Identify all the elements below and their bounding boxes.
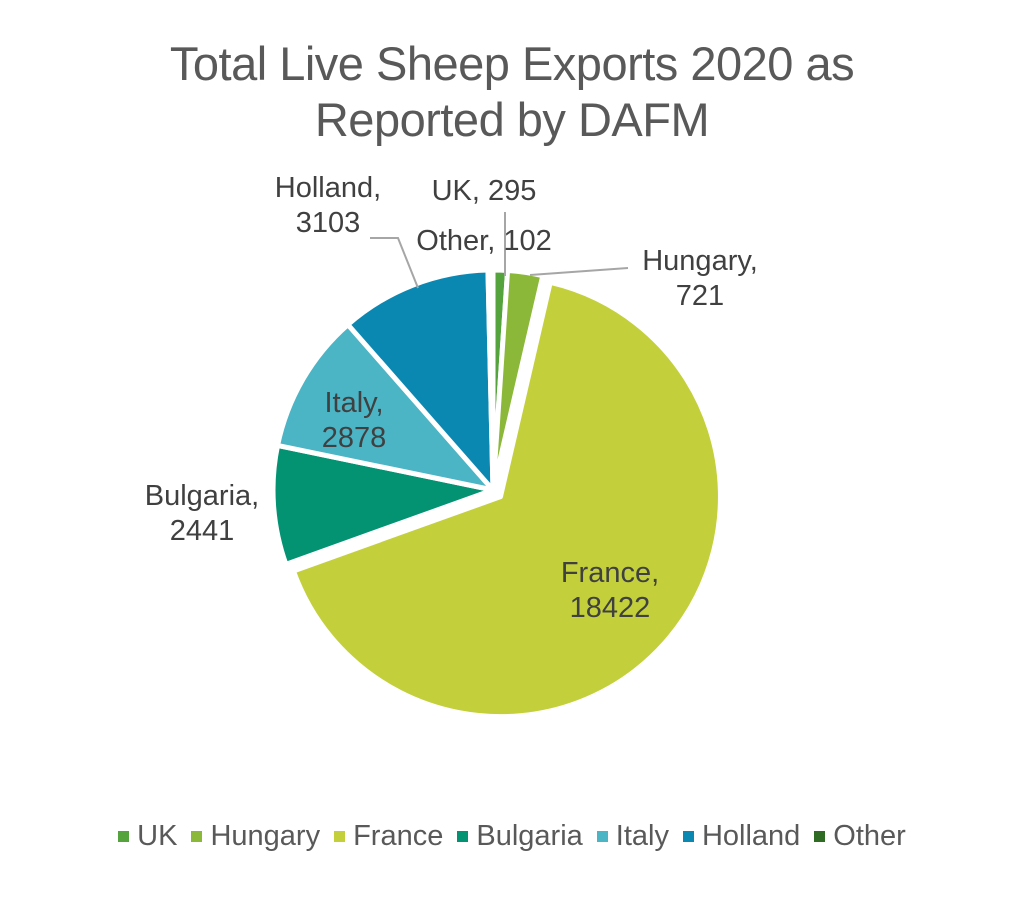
leader-line-hungary bbox=[529, 267, 629, 276]
pie-slices bbox=[270, 267, 723, 720]
legend-item-hungary: Hungary bbox=[191, 820, 320, 853]
legend-swatch-other bbox=[814, 831, 826, 842]
legend-swatch-uk bbox=[118, 831, 130, 842]
legend-item-uk: UK bbox=[118, 820, 177, 853]
legend-label-hungary: Hungary bbox=[210, 820, 321, 852]
legend-swatch-hungary bbox=[191, 831, 203, 842]
legend-item-other: Other bbox=[814, 820, 906, 853]
legend-label-italy: Italy bbox=[615, 820, 669, 852]
legend-label-bulgaria: Bulgaria bbox=[476, 820, 583, 852]
pie-slice-holland bbox=[345, 267, 496, 493]
chart-title: Total Live Sheep Exports 2020 as Reporte… bbox=[0, 36, 1024, 148]
legend-swatch-italy bbox=[596, 831, 608, 842]
pie-slice-other bbox=[485, 267, 496, 493]
data-label-other: Other, 102 bbox=[416, 225, 551, 257]
legend-label-uk: UK bbox=[137, 820, 178, 852]
legend-swatch-france bbox=[334, 831, 346, 842]
legend-swatch-bulgaria bbox=[457, 831, 469, 842]
legend-item-italy: Italy bbox=[596, 820, 669, 853]
legend-label-other: Other bbox=[833, 820, 906, 852]
legend-item-bulgaria: Bulgaria bbox=[457, 820, 583, 853]
pie-slice-bulgaria bbox=[270, 442, 496, 567]
pie-slice-france bbox=[290, 279, 723, 720]
legend-item-france: France bbox=[334, 820, 443, 853]
leader-line-holland bbox=[370, 237, 419, 289]
chart-title-line-2: Reported by DAFM bbox=[314, 93, 710, 146]
legend-swatch-holland bbox=[682, 831, 694, 842]
legend-item-holland: Holland bbox=[682, 820, 801, 853]
data-label-hungary: Hungary, 721 bbox=[642, 245, 758, 312]
data-label-italy: Italy, 2878 bbox=[322, 387, 387, 454]
data-label-bulgaria: Bulgaria, 2441 bbox=[145, 480, 259, 547]
data-label-uk: UK, 295 bbox=[432, 175, 537, 207]
data-label-france: France, 18422 bbox=[561, 557, 659, 624]
pie-slice-italy bbox=[275, 322, 496, 493]
legend-label-holland: Holland bbox=[701, 820, 801, 852]
data-label-holland: Holland, 3103 bbox=[275, 172, 381, 239]
chart-title-line-1: Total Live Sheep Exports 2020 as bbox=[169, 37, 855, 90]
legend-label-france: France bbox=[353, 820, 444, 852]
data-labels: UK, 295 Hungary, 721 France, 18422 Bulgaria, 2… bbox=[145, 172, 758, 624]
leader-lines bbox=[370, 212, 629, 289]
legend: UK Hungary France Bulgaria Italy Holland Other bbox=[0, 820, 1024, 853]
pie-slice-hungary bbox=[490, 267, 546, 493]
